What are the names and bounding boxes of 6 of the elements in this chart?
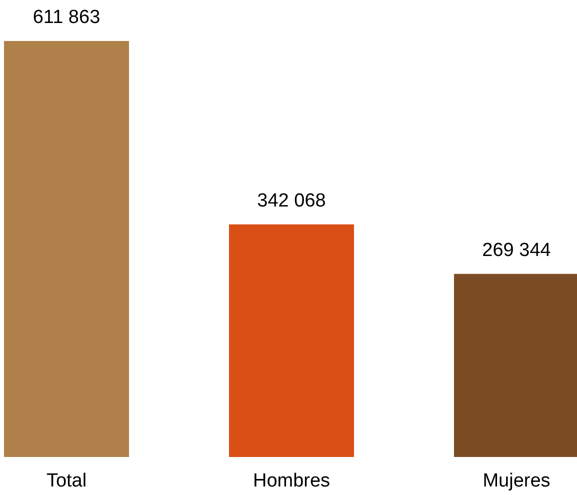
x-tick-label: Mujeres — [482, 470, 550, 492]
x-tick-label: Total — [46, 470, 87, 492]
data-label: 611 863 — [32, 7, 100, 28]
x-tick-label: Hombres — [252, 470, 330, 492]
data-label: 269 344 — [482, 240, 552, 261]
data-label: 342 068 — [257, 190, 326, 212]
